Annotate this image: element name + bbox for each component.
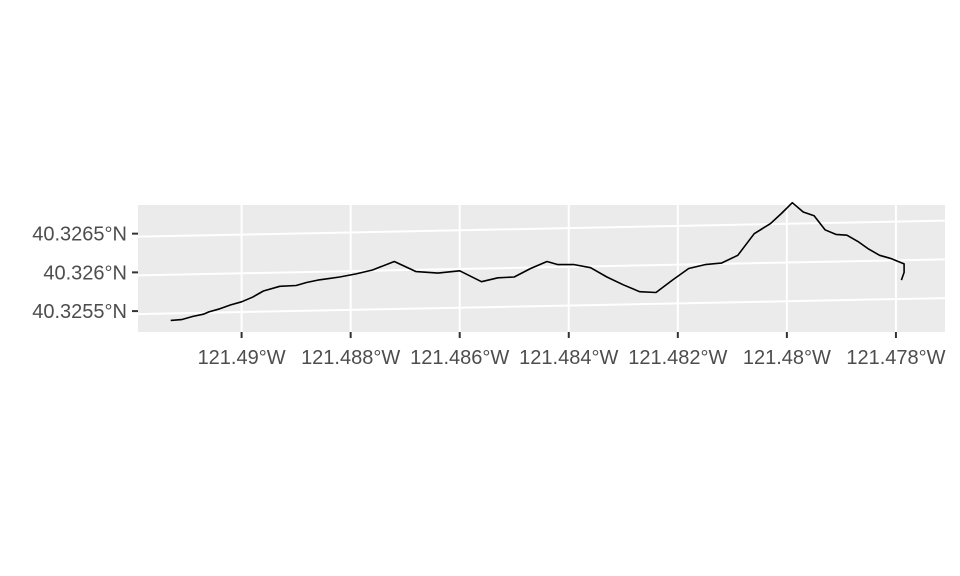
y-tick-label: 40.3255°N bbox=[32, 301, 127, 323]
y-tick-label: 40.326°N bbox=[43, 262, 127, 284]
x-tick-label: 121.484°W bbox=[519, 347, 618, 369]
y-tick-label: 40.3265°N bbox=[32, 224, 127, 246]
x-tick-label: 121.478°W bbox=[846, 347, 945, 369]
x-tick-label: 121.482°W bbox=[628, 347, 727, 369]
x-tick-label: 121.488°W bbox=[301, 347, 400, 369]
graticule-grid bbox=[137, 205, 946, 332]
x-axis: 121.49°W 121.488°W 121.486°W 121.484°W 121.4… bbox=[198, 332, 946, 369]
y-axis: 40.3265°N 40.326°N 40.3255°N bbox=[32, 224, 138, 323]
parallel-gridline bbox=[137, 258, 946, 277]
x-tick-label: 121.48°W bbox=[743, 347, 831, 369]
trail-track bbox=[170, 201, 905, 322]
x-tick-label: 121.486°W bbox=[410, 347, 509, 369]
parallel-gridline bbox=[137, 219, 946, 238]
x-tick-label: 121.49°W bbox=[198, 347, 286, 369]
track-line bbox=[170, 201, 905, 322]
parallel-gridline bbox=[137, 297, 946, 316]
